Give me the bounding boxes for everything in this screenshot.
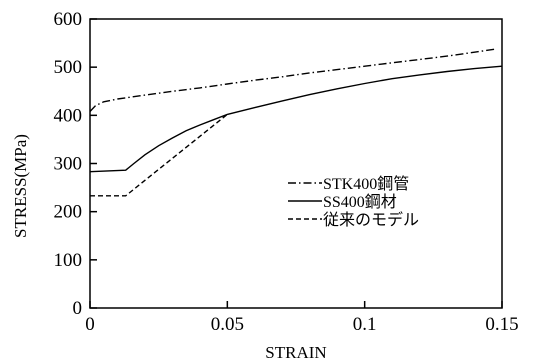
legend-label: STK400鋼管 [323,175,409,193]
y-tick-label: 600 [54,9,83,30]
x-tick-label: 0.05 [211,314,244,335]
x-axis-title: STRAIN [265,343,326,362]
series-lines [89,48,503,197]
series-line-3 [90,113,228,197]
plot-area [89,18,503,309]
y-tick-label: 500 [54,57,83,78]
y-tick-label: 400 [54,105,83,126]
series-line-1 [89,48,497,112]
legend-label: SS400鋼材 [323,193,397,211]
axis-ticks: 0 0.05 0.1 0.15 0 100 200 300 400 500 600 [54,9,519,335]
y-tick-label: 100 [54,250,83,271]
legend-label: 従来のモデル [323,210,419,229]
series-line-2 [89,65,503,173]
y-tick-label: 300 [54,154,83,175]
x-tick-label: 0 [85,314,95,335]
x-tick-label: 0.15 [485,314,518,335]
x-tick-label: 0.1 [353,314,377,335]
y-tick-label: 200 [54,202,83,223]
y-tick-label: 0 [73,298,83,319]
y-axis-title: STRESS(MPa) [11,134,30,238]
